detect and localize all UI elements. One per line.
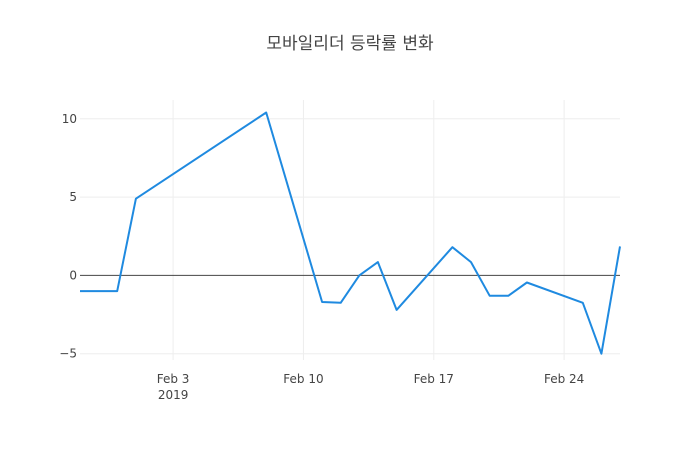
y-tick-label: 0 [69, 268, 77, 282]
x-tick-sublabel: 2019 [158, 388, 189, 402]
gridlines [80, 100, 620, 360]
x-tick-label: Feb 24 [544, 372, 584, 386]
y-tick-label: −5 [59, 347, 77, 361]
x-tick-label: Feb 10 [283, 372, 323, 386]
chart-title: 모바일리더 등락률 변화 [266, 34, 434, 54]
x-tick-label: Feb 3 [157, 372, 190, 386]
axes: Feb 3 2019 Feb 10 Feb 17 Feb 24 10 5 0 −5 [59, 112, 584, 402]
series-layer [80, 111, 621, 355]
y-tick-label: 5 [69, 190, 77, 204]
series-line [80, 111, 621, 355]
y-tick-label: 10 [62, 112, 77, 126]
x-tick-label: Feb 17 [414, 372, 454, 386]
